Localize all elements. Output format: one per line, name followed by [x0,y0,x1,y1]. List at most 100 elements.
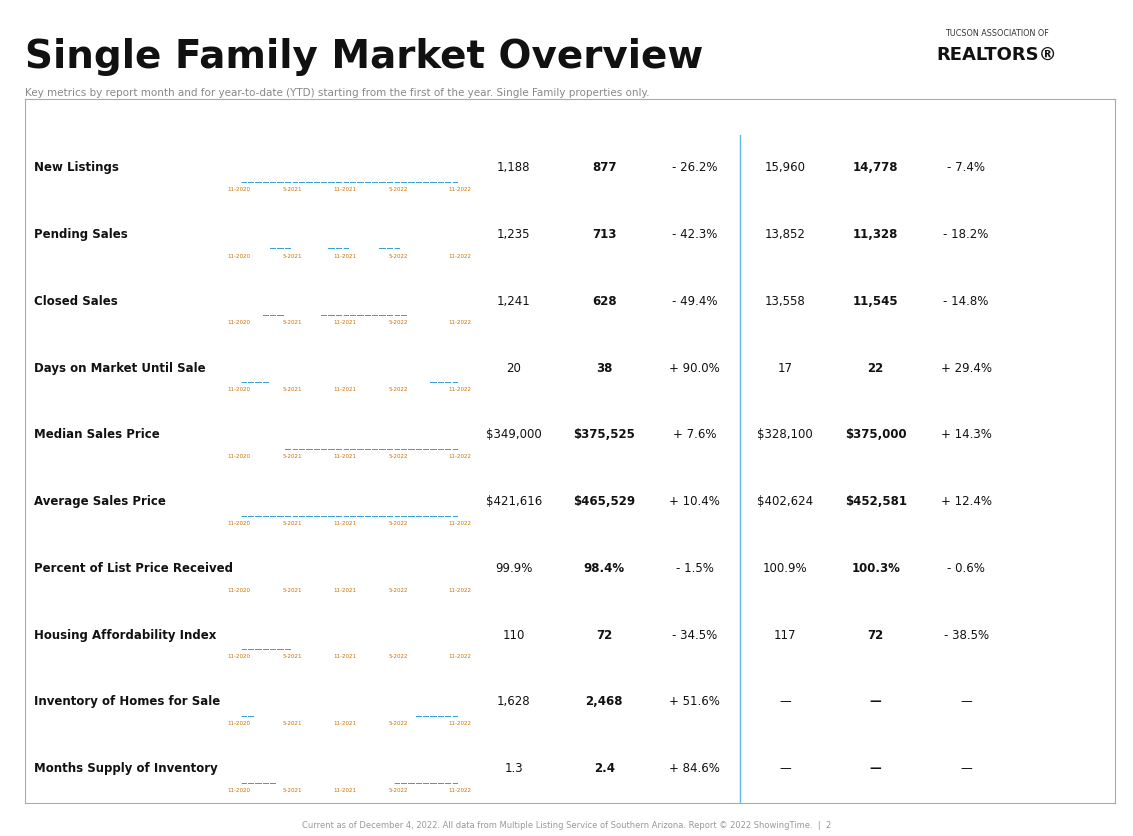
Text: 11-2022: 11-2022 [578,111,631,125]
Text: —: — [780,762,791,774]
Text: Pending Sales: Pending Sales [34,227,128,241]
Bar [394,316,400,317]
Bar [380,316,385,317]
Text: + 7.6%: + 7.6% [673,428,716,441]
Bar [343,249,349,250]
Text: 11-2020: 11-2020 [228,654,250,659]
Text: New Listings: New Listings [34,161,119,174]
Text: 11-2020: 11-2020 [228,320,250,325]
Text: Inventory of Homes for Sale: Inventory of Homes for Sale [34,695,220,707]
Bar [343,182,349,183]
Text: 11-2020: 11-2020 [228,253,250,258]
Text: 14,778: 14,778 [853,161,898,174]
Text: 15,960: 15,960 [765,161,806,174]
Text: 98.4%: 98.4% [583,561,624,574]
Text: 22: 22 [868,361,884,374]
Text: 5-2022: 5-2022 [389,253,408,258]
Text: 11-2021: 11-2021 [334,721,357,726]
Text: 11-2021: 11-2021 [334,387,357,392]
Bar [343,316,349,317]
Bar [401,182,408,183]
Text: 5-2021: 5-2021 [282,186,301,191]
Text: REALTORS®: REALTORS® [937,46,1057,64]
Bar [394,249,400,250]
Text: 713: 713 [593,227,616,241]
Text: 1,188: 1,188 [497,161,530,174]
Text: Current as of December 4, 2022. All data from Multiple Listing Service of Southe: Current as of December 4, 2022. All data… [301,820,832,829]
Text: $465,529: $465,529 [573,495,636,507]
Text: 11-2020: 11-2020 [228,186,250,191]
Text: 17: 17 [777,361,793,374]
Text: $452,581: $452,581 [844,495,906,507]
Text: + 12.4%: + 12.4% [940,495,991,507]
Text: - 7.4%: - 7.4% [947,161,985,174]
Text: 99.9%: 99.9% [495,561,533,574]
Bar [372,249,378,250]
Text: 11-2022: 11-2022 [448,320,471,325]
Text: 11-2020: 11-2020 [228,520,250,525]
Text: 11-2020: 11-2020 [228,787,250,792]
Text: 5-2022: 5-2022 [389,721,408,726]
Bar [386,316,393,317]
Text: —: — [870,695,881,707]
Text: Median Sales Price: Median Sales Price [34,428,160,441]
Text: 11-2022: 11-2022 [448,253,471,258]
Text: 1,628: 1,628 [497,695,530,707]
Text: + 90.0%: + 90.0% [670,361,721,374]
Bar [350,316,357,317]
Text: —: — [870,762,881,774]
Text: 1.3: 1.3 [504,762,523,774]
Text: 11-2021: 11-2021 [334,253,357,258]
Text: 5-2022: 5-2022 [389,320,408,325]
Text: 5-2022: 5-2022 [389,787,408,792]
Text: —: — [961,695,972,707]
Text: 5-2021: 5-2021 [282,320,301,325]
Bar [292,249,298,250]
Text: 11,328: 11,328 [853,227,898,241]
Text: 11-2021: 11-2021 [334,453,357,458]
Text: 72: 72 [596,628,612,641]
Text: Days on Market Until Sale: Days on Market Until Sale [34,361,205,374]
Text: 11-2021: 11-2021 [487,111,540,125]
Text: 5-2021: 5-2021 [282,253,301,258]
Text: $421,616: $421,616 [486,495,542,507]
Text: 5-2021: 5-2021 [282,453,301,458]
Text: - 38.5%: - 38.5% [944,628,989,641]
Text: 11-2021: 11-2021 [334,787,357,792]
Bar [329,316,334,317]
Text: 5-2022: 5-2022 [389,587,408,592]
Text: + 84.6%: + 84.6% [670,762,721,774]
Text: 1,241: 1,241 [497,294,530,308]
Text: Single Family Market Overview: Single Family Market Overview [25,38,704,75]
Bar [452,783,459,784]
Text: —: — [780,695,791,707]
Text: $349,000: $349,000 [486,428,542,441]
Text: 11,545: 11,545 [853,294,898,308]
Bar [372,316,378,317]
Text: YTD 2021: YTD 2021 [753,111,817,125]
Text: 100.3%: 100.3% [851,561,900,574]
Text: - 34.5%: - 34.5% [672,628,717,641]
Text: 11-2022: 11-2022 [448,453,471,458]
Text: Percent of List Price Received: Percent of List Price Received [34,561,233,574]
Text: 11-2020: 11-2020 [228,587,250,592]
Text: 11-2022: 11-2022 [448,787,471,792]
Bar [335,249,342,250]
Text: TUCSON ASSOCIATION OF: TUCSON ASSOCIATION OF [945,29,1049,38]
Text: 11-2022: 11-2022 [448,520,471,525]
Text: - 49.4%: - 49.4% [672,294,717,308]
Text: 11-2021: 11-2021 [334,320,357,325]
Text: 11-2021: 11-2021 [334,186,357,191]
Text: 5-2021: 5-2021 [282,387,301,392]
Text: 11-2022: 11-2022 [448,721,471,726]
Text: 5-2022: 5-2022 [389,453,408,458]
Bar [358,182,364,183]
Text: 72: 72 [868,628,884,641]
Bar [394,182,400,183]
Text: - 26.2%: - 26.2% [672,161,717,174]
Text: 1,235: 1,235 [497,227,530,241]
Text: 2.4: 2.4 [594,762,615,774]
Text: - 14.8%: - 14.8% [944,294,989,308]
Text: Average Sales Price: Average Sales Price [34,495,165,507]
Text: 13,852: 13,852 [765,227,806,241]
